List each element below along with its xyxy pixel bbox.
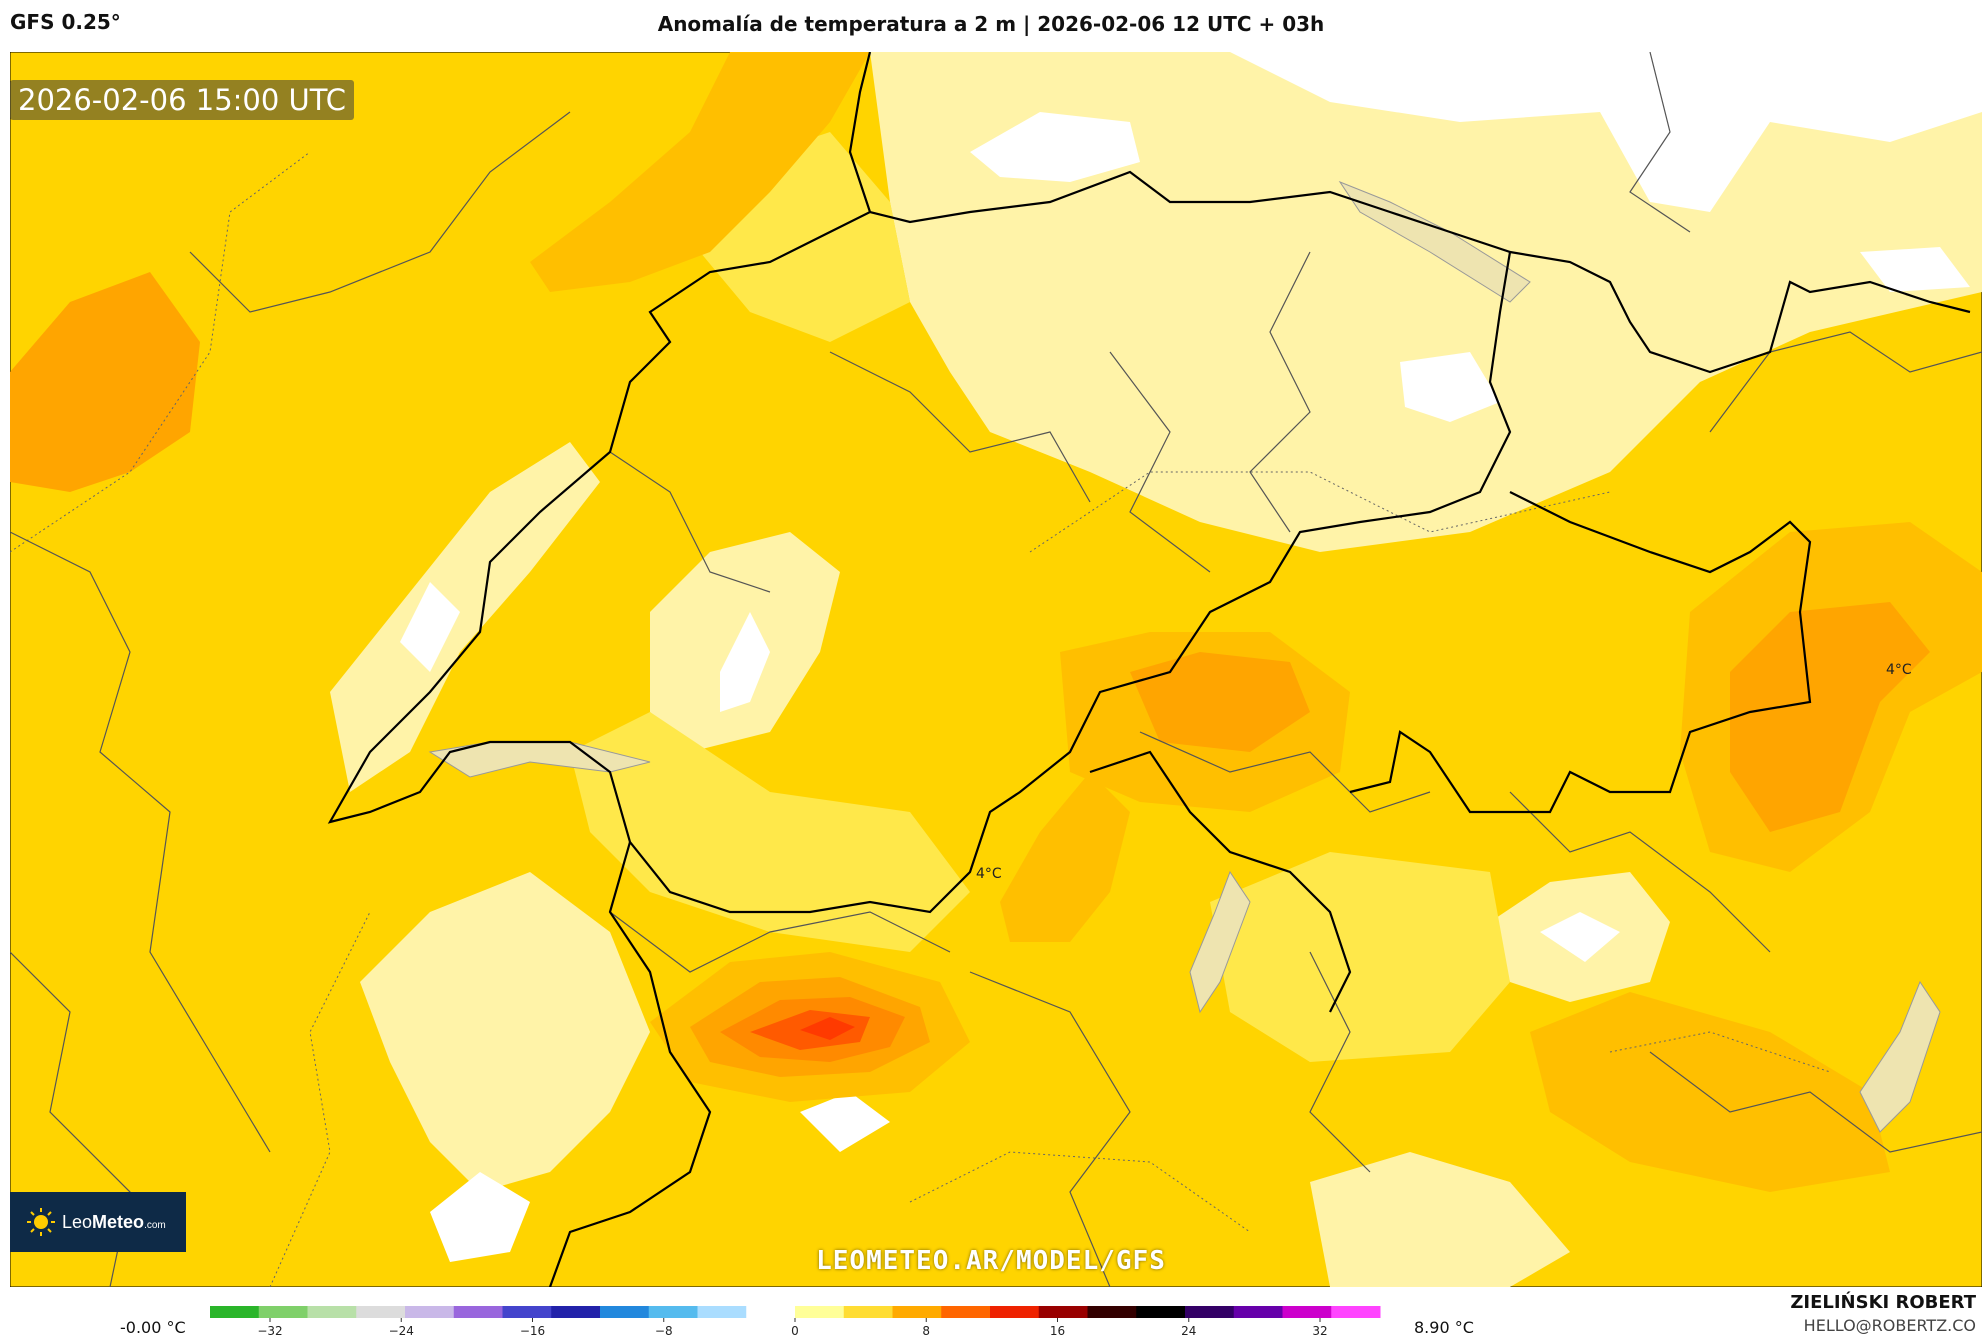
sun-icon (27, 1208, 55, 1236)
pale-band-west (330, 442, 600, 792)
legend-swatch (1087, 1306, 1137, 1318)
white-patch-ne2 (1860, 247, 1970, 292)
legend-swatch (210, 1306, 260, 1318)
orange-region-central (1130, 652, 1310, 752)
white-patch-center (720, 612, 770, 712)
map-canvas (10, 52, 1982, 1287)
legend-swatch (551, 1306, 601, 1318)
legend-swatch (258, 1306, 308, 1318)
legend-swatch (990, 1306, 1040, 1318)
color-scale-legend: -0.00 °C −32 −24 −16 −8 0 8 16 24 32 8.90 °C (0, 1290, 1982, 1339)
legend-swatch (941, 1306, 991, 1318)
author-email[interactable]: HELLO@ROBERTZ.CO (1803, 1316, 1976, 1335)
legend-swatch (843, 1306, 893, 1318)
white-patch-liecht (1400, 352, 1500, 422)
contour-label-east: 4°C (1886, 662, 1912, 678)
logo-text: LeoMeteo.com (62, 1211, 166, 1232)
white-patch-south (800, 1092, 890, 1152)
france-italy-border (548, 841, 712, 1287)
italy-border-east (1089, 750, 1352, 1013)
legend-swatch (1233, 1306, 1283, 1318)
legend-tick-label: 32 (1312, 1324, 1327, 1338)
white-patch-southwest (430, 1172, 530, 1262)
legend-swatch (697, 1306, 747, 1318)
legend-tick-label: −24 (389, 1324, 414, 1338)
legend-tick-label: −32 (257, 1324, 282, 1338)
orange-region-east (1730, 602, 1930, 832)
legend-swatch (502, 1306, 552, 1318)
legend-swatch (795, 1306, 845, 1318)
legend-max-value: 8.90 °C (1414, 1318, 1474, 1337)
legend-color-bar: −32 −24 −16 −8 0 8 16 24 32 (210, 1306, 1381, 1338)
legend-swatch (1136, 1306, 1186, 1318)
lake-maggiore (1189, 870, 1251, 1014)
white-region-northeast (1230, 52, 1982, 212)
legend-swatch (356, 1306, 406, 1318)
switzerland-border (327, 170, 1512, 914)
legend-tick-label: 8 (922, 1324, 930, 1338)
legend-swatch (1185, 1306, 1235, 1318)
white-patch-east (1540, 912, 1620, 962)
legend-tick-label: 0 (791, 1324, 799, 1338)
valid-time-badge: 2026-02-06 15:00 UTC (10, 80, 355, 120)
legend-swatch (600, 1306, 650, 1318)
legend-swatch (746, 1306, 796, 1318)
germany-border (1509, 250, 1971, 374)
contour-lines (10, 151, 1831, 1287)
white-patch-north (970, 112, 1140, 182)
legend-swatch (648, 1306, 698, 1318)
legend-tick-label: −8 (655, 1324, 673, 1338)
admin-borders (10, 52, 1982, 1287)
source-watermark: LEOMETEO.AR/MODEL/GFS (816, 1246, 1166, 1276)
legend-tick-label: 24 (1181, 1324, 1196, 1338)
pale-region-southeast (1310, 1152, 1570, 1287)
legend-tick-label: 16 (1050, 1324, 1065, 1338)
leometeo-logo[interactable]: LeoMeteo.com (10, 1192, 186, 1252)
temperature-anomaly-map[interactable]: 4°C 4°C (10, 52, 1982, 1287)
deep-region-northwest (530, 52, 870, 292)
model-name: GFS 0.25° (10, 10, 121, 34)
deep-region-southeast (1530, 992, 1890, 1192)
map-title: Anomalía de temperatura a 2 m | 2026-02-… (657, 12, 1325, 36)
legend-swatch (1331, 1306, 1381, 1318)
france-border-north (848, 52, 872, 213)
legend-min-value: -0.00 °C (120, 1318, 186, 1337)
legend-swatch (453, 1306, 503, 1318)
deep-region-ticino (1000, 772, 1130, 942)
legend-swatch (1038, 1306, 1088, 1318)
hotspot-core (800, 1017, 855, 1040)
legend-swatch (307, 1306, 357, 1318)
legend-swatch (892, 1306, 942, 1318)
legend-swatch (405, 1306, 455, 1318)
contour-label-center: 4°C (976, 866, 1002, 882)
legend-tick-label: −16 (520, 1324, 545, 1338)
white-patch-west (400, 582, 460, 672)
legend-swatch (1282, 1306, 1332, 1318)
light-zone-south (1210, 852, 1510, 1062)
austria-border (1349, 491, 1812, 814)
author-name: ZIELIŃSKI ROBERT (1790, 1292, 1976, 1313)
lake-garda (1859, 980, 1941, 1133)
pale-region-southwest (360, 872, 650, 1192)
orange-region-west (10, 272, 200, 492)
